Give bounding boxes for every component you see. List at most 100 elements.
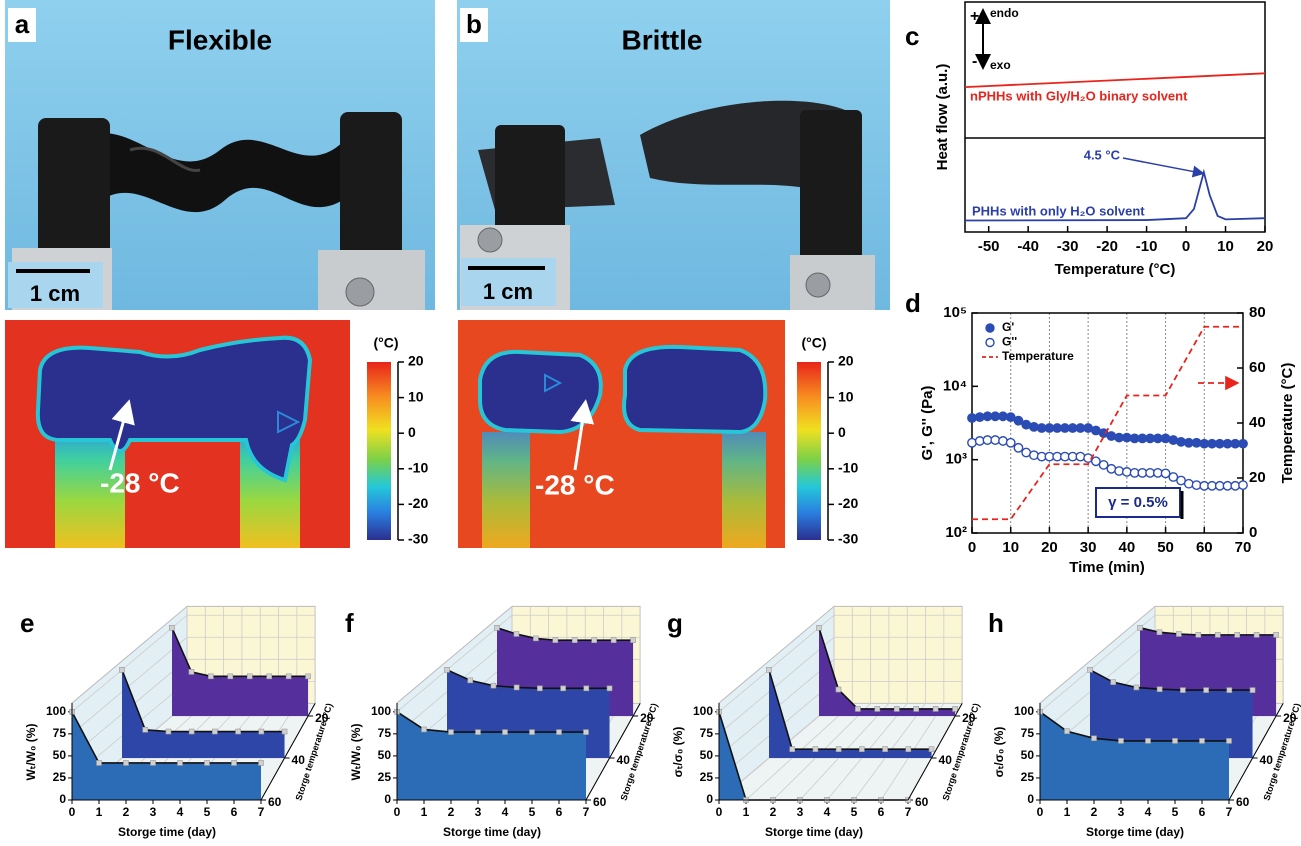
data-point: [236, 729, 241, 734]
y-axis-title: Wₜ/W₀ (%): [349, 724, 363, 781]
z-tick-label: 60: [268, 795, 282, 809]
y-tick-label: 25: [700, 770, 714, 784]
x-tick-label: 50: [1157, 539, 1174, 556]
panel-letter: c: [905, 21, 919, 51]
thermal-annotation: -28 °C: [100, 467, 180, 498]
data-point: [151, 760, 156, 765]
x-tick-label: 3: [150, 805, 157, 819]
y-tick-label: 25: [378, 770, 392, 784]
peak-label: 4.5 °C: [1084, 147, 1121, 162]
data-point: [1254, 632, 1259, 637]
data-point: [1173, 738, 1178, 743]
data-point: [120, 667, 125, 672]
y2-tick-label: 60: [1249, 359, 1266, 376]
x-tick-label: 1: [96, 805, 103, 819]
data-point: [1134, 685, 1139, 690]
y-tick-label: 100: [371, 704, 391, 718]
data-point: [1180, 688, 1185, 693]
x-axis-title: Storge time (day): [118, 825, 216, 839]
x-tick-label: -50: [978, 238, 1000, 255]
data-point: [495, 625, 500, 630]
colorbar-tick-label: -30: [838, 531, 858, 547]
y-tick-label: 10⁴: [943, 377, 967, 394]
data-point: [1014, 444, 1022, 452]
z-tick-label: 40: [292, 753, 306, 767]
series-label: nPHHs with Gly/H₂O binary solvent: [970, 88, 1188, 103]
thermal-a: -28 °C: [5, 320, 350, 548]
direction-sign: +: [970, 8, 979, 25]
x-tick-label: 1: [743, 805, 750, 819]
z-tick-label: 60: [915, 795, 929, 809]
y-tick-label: 0: [59, 792, 66, 806]
x-tick-label: 4: [1145, 805, 1152, 819]
data-point: [306, 674, 311, 679]
series-line: [965, 73, 1265, 87]
data-point: [533, 636, 538, 641]
data-point: [933, 706, 938, 711]
photo-a: a Flexible 1 cm: [5, 0, 435, 310]
data-point: [282, 729, 287, 734]
y-tick-label: 0: [384, 792, 391, 806]
x-tick-label: 70: [1235, 539, 1252, 556]
data-point: [968, 439, 976, 447]
data-point: [631, 638, 636, 643]
data-point: [208, 674, 213, 679]
z-tick-label: 40: [617, 753, 631, 767]
colorbar-tick-label: -10: [408, 460, 428, 476]
x-tick-label: 20: [1041, 539, 1058, 556]
data-point: [259, 729, 264, 734]
x-tick-label: -20: [1096, 238, 1118, 255]
x-tick-label: 1: [1064, 805, 1071, 819]
colorbar-tick-label: 20: [838, 353, 854, 369]
y-tick-label: 75: [53, 726, 67, 740]
y-tick-label: 50: [1021, 748, 1035, 762]
data-point: [189, 729, 194, 734]
x-tick-label: 5: [529, 805, 536, 819]
colorbar-tick-label: 10: [408, 388, 424, 404]
data-point: [790, 747, 795, 752]
back-wall: [834, 606, 962, 703]
y-tick-label: 25: [1021, 770, 1035, 784]
screw: [346, 278, 374, 306]
data-point: [445, 667, 450, 672]
thermal-leg: [722, 432, 766, 548]
x-tick-label: 6: [1199, 805, 1206, 819]
data-point: [767, 667, 772, 672]
x-tick-label: 10: [1217, 238, 1234, 255]
y-tick-label: 50: [700, 748, 714, 762]
thermal-leg: [482, 432, 530, 548]
x-axis-title: Temperature (°C): [1055, 261, 1176, 278]
data-point: [476, 730, 481, 735]
thermal-annotation: -28 °C: [535, 469, 615, 500]
direction-label: endo: [990, 6, 1019, 20]
data-point: [212, 729, 217, 734]
data-point: [883, 747, 888, 752]
x-tick-label: 10: [1002, 539, 1019, 556]
data-point: [1239, 481, 1247, 489]
data-point: [836, 747, 841, 752]
panel-letter: a: [15, 9, 30, 39]
data-point: [813, 747, 818, 752]
clamp-metal: [318, 250, 425, 310]
x-tick-label: 0: [69, 805, 76, 819]
y2-tick-label: 40: [1249, 414, 1266, 431]
colorbar-tick-label: 20: [408, 353, 424, 369]
screw: [806, 273, 830, 297]
panel-letter: g: [667, 608, 683, 638]
data-point: [514, 631, 519, 636]
data-point: [1146, 738, 1151, 743]
data-point: [503, 730, 508, 735]
data-point: [491, 683, 496, 688]
x-tick-label: 40: [1119, 539, 1136, 556]
data-point: [859, 747, 864, 752]
x-tick-label: 60: [1196, 539, 1213, 556]
data-point: [267, 674, 272, 679]
data-point: [999, 437, 1007, 445]
x-axis-title: Storge time (day): [1086, 825, 1184, 839]
y2-tick-label: 80: [1249, 304, 1266, 321]
cold-region: [624, 347, 765, 432]
colorbar: [797, 362, 821, 540]
x-tick-label: 5: [1172, 805, 1179, 819]
data-point: [1204, 688, 1209, 693]
annotation: γ = 0.5%: [1108, 494, 1168, 511]
